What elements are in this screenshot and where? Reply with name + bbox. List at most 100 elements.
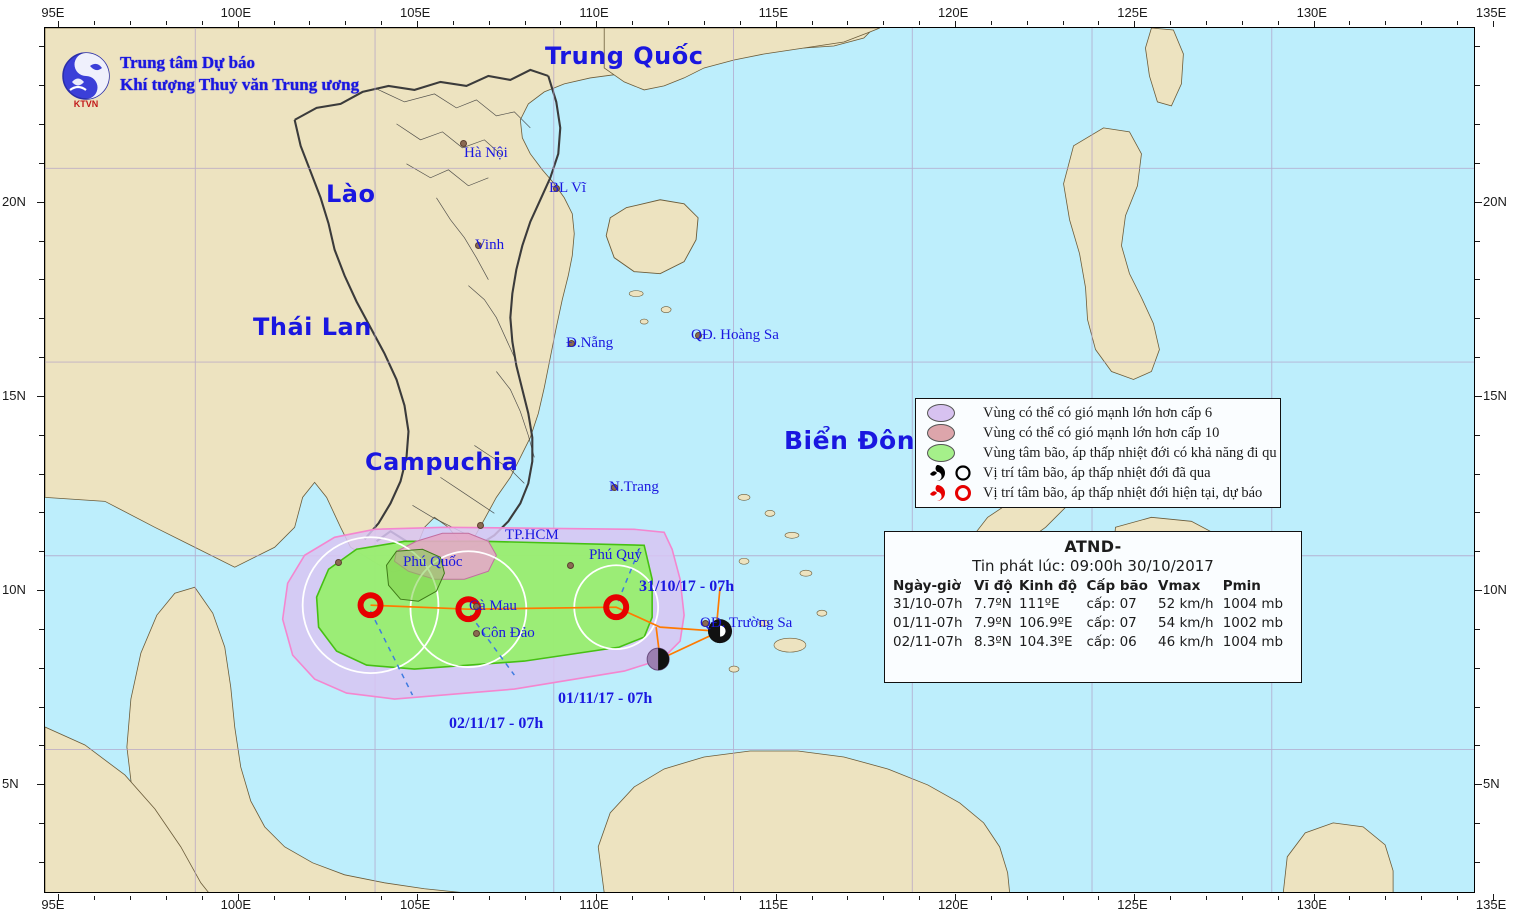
lon-minor-tick (488, 21, 490, 25)
lon-tick-label: 135E (1475, 897, 1507, 912)
lat-minor-tick (39, 162, 44, 164)
lon-minor-tick (1134, 21, 1136, 25)
lon-minor-tick (739, 896, 741, 900)
lat-minor-tick (1475, 124, 1480, 126)
lat-minor-tick (39, 667, 44, 669)
city-marker-dot (695, 332, 702, 339)
legend-swatch (927, 463, 983, 483)
ellipse-pink-icon (927, 424, 955, 442)
country-label: Campuchia (365, 448, 519, 476)
lon-minor-tick (1385, 896, 1387, 900)
lat-minor-tick (1475, 395, 1480, 397)
lon-minor-tick (775, 21, 777, 25)
legend-label: Vị trí tâm bão, áp thấp nhiệt đới đã qua (983, 464, 1211, 481)
lat-minor-tick (1475, 318, 1480, 320)
city-label: Phú Quý (589, 547, 642, 563)
lat-minor-tick (1475, 706, 1480, 708)
forecast-table-row: 02/11-07h 8.3ºN 104.3ºE cấp: 06 46 km/h 1004 … (893, 633, 1293, 652)
lon-tick-label: 105E (399, 897, 431, 912)
lon-tick-label: 120E (937, 5, 969, 20)
lat-tick-label: 20N (1483, 193, 1507, 209)
lon-minor-tick (1349, 896, 1351, 900)
forecast-table-header-row: Ngày-giờ Vĩ độ Kinh độ Cấp bão Vmax Pmin (893, 578, 1293, 595)
lon-minor-tick (1313, 21, 1315, 25)
lon-minor-tick (1313, 896, 1315, 900)
lat-minor-tick (39, 434, 44, 436)
lon-tick-label: 135E (1475, 5, 1507, 20)
forecast-table: Ngày-giờ Vĩ độ Kinh độ Cấp bão Vmax Pmin 31/1… (893, 578, 1293, 652)
lon-minor-tick (165, 896, 167, 900)
lat-tick-label: 10N (2, 582, 26, 598)
forecast-cell: 54 km/h (1158, 615, 1214, 632)
lon-minor-tick (1241, 21, 1243, 25)
landmass-mainland (45, 28, 875, 573)
lon-minor-tick (847, 21, 849, 25)
lon-minor-tick (452, 896, 454, 900)
forecast-col-header: Kinh độ (1019, 578, 1077, 594)
lon-minor-tick (954, 21, 956, 25)
lon-tick-label: 110E (579, 5, 609, 20)
lon-minor-tick (1170, 21, 1172, 25)
forecast-cell: cấp: 07 (1086, 615, 1137, 632)
lon-minor-tick (596, 896, 598, 900)
lon-minor-tick (560, 21, 562, 25)
lon-minor-tick (381, 21, 383, 25)
lon-minor-tick (1457, 896, 1459, 900)
forecast-cell: cấp: 07 (1086, 596, 1137, 612)
lat-minor-tick (39, 823, 44, 825)
city-marker-dot (475, 242, 482, 249)
svg-text:KTVN: KTVN (74, 99, 99, 109)
storm-marker-current (603, 594, 630, 621)
lon-minor-tick (811, 21, 813, 25)
forecast-col-header: Vĩ độ (973, 578, 1013, 594)
lon-minor-tick (58, 896, 60, 900)
landmass-china-east (603, 28, 880, 91)
storm-marker-forecast-1 (357, 592, 384, 619)
forecast-cell: 7.9ºN (973, 615, 1012, 632)
date-leader-lines (369, 546, 641, 696)
legend-label: Vùng tâm bão, áp thấp nhiệt đới có khả n… (983, 444, 1277, 461)
lon-minor-tick (596, 21, 598, 25)
lon-minor-tick (381, 896, 383, 900)
city-marker-dot (477, 522, 484, 529)
lon-minor-tick (1098, 896, 1100, 900)
forecast-table-row: 01/11-07h 7.9ºN 106.9ºE cấp: 07 54 km/h 1002 … (893, 614, 1293, 633)
city-marker-dot (702, 620, 709, 627)
lon-tick-label: 125E (1117, 5, 1148, 20)
legend-row: Vị trí tâm bão, áp thấp nhiệt đới đã qua (916, 463, 1280, 483)
storm-forecast-ring-icon (953, 483, 973, 503)
lat-minor-tick (39, 395, 44, 397)
forecast-col-header: Cấp bão (1086, 578, 1148, 594)
lon-minor-tick (919, 21, 921, 25)
city-label: TP.HCM (505, 527, 559, 543)
lon-minor-tick (130, 21, 132, 25)
legend-swatch (927, 424, 983, 442)
lon-minor-tick (919, 896, 921, 900)
lon-minor-tick (632, 21, 634, 25)
forecast-cell: 106.9ºE (1019, 615, 1073, 632)
lon-tick (1492, 894, 1494, 900)
lon-minor-tick (1206, 896, 1207, 900)
paracel-islets (628, 290, 672, 325)
lon-minor-tick (416, 21, 418, 25)
lat-tick-label: 15N (2, 387, 26, 403)
lat-minor-tick (1475, 590, 1480, 592)
lat-tick-label: 5N (2, 776, 19, 792)
city-label: BL Vĩ (549, 180, 587, 196)
lat-tick-label: 10N (1483, 582, 1507, 598)
city-marker-dot (335, 559, 342, 566)
city-label: Phú Quốc (403, 554, 463, 570)
city-label: Vinh (475, 237, 505, 253)
lon-tick-label: 120E (937, 897, 969, 912)
legend-swatch (927, 444, 983, 462)
lon-minor-tick (273, 21, 275, 25)
lon-minor-tick (309, 21, 311, 25)
lon-minor-tick (94, 896, 96, 900)
lat-minor-tick (1475, 434, 1480, 436)
legend-row: Vị trí tâm bão, áp thấp nhiệt đới hiện t… (916, 483, 1280, 503)
landmass-hainan (605, 199, 699, 275)
lat-minor-tick (1475, 784, 1480, 786)
city-label: Đ.Nẵng (566, 335, 614, 351)
city-marker-dot (553, 185, 560, 192)
